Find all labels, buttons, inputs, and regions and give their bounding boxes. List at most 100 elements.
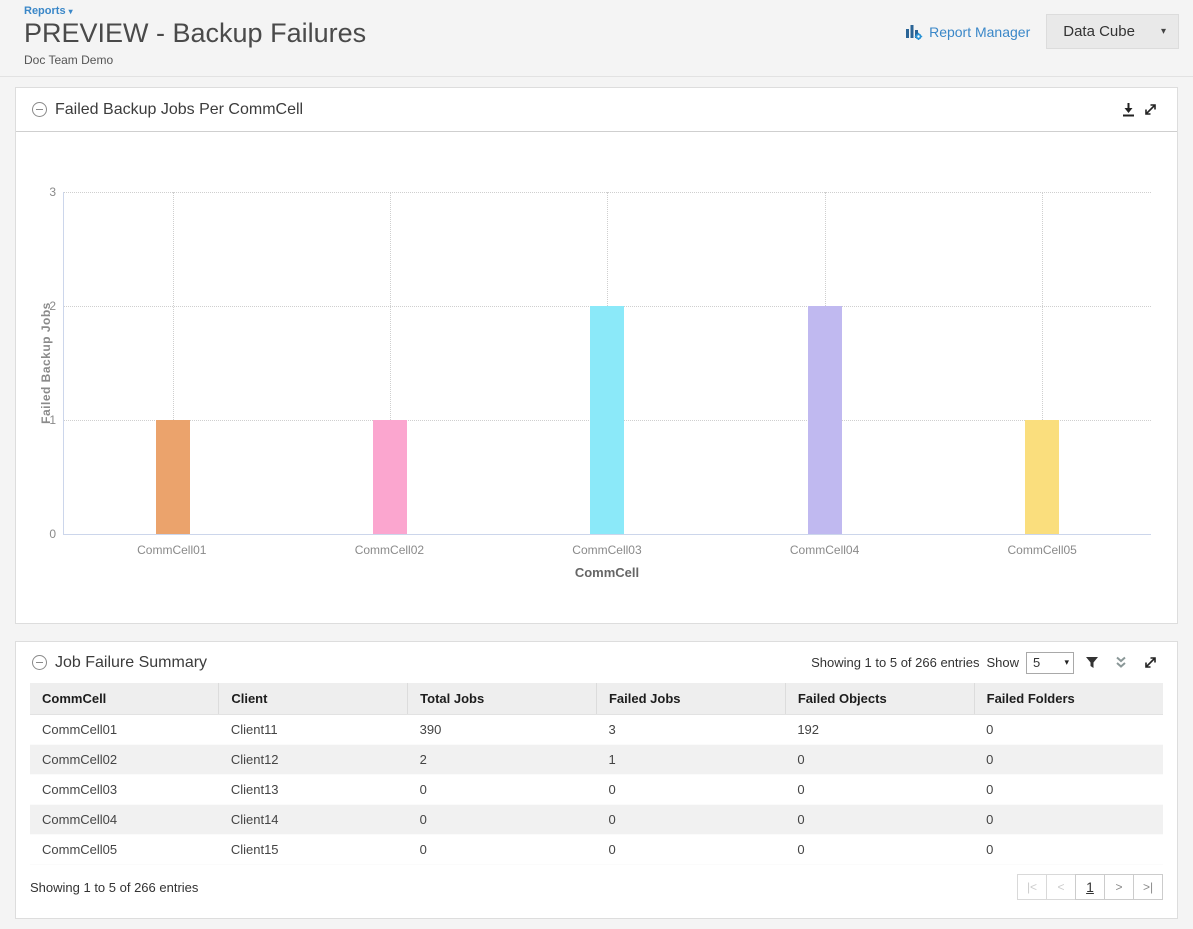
header-actions: Report Manager Data Cube ▾ bbox=[905, 14, 1179, 49]
chart-panel: Failed Backup Jobs Per CommCell Failed B… bbox=[15, 87, 1178, 624]
prev-page-button[interactable]: < bbox=[1046, 874, 1076, 900]
last-page-button[interactable]: >| bbox=[1133, 874, 1163, 900]
table-footer: Showing 1 to 5 of 266 entries |< < 1 > >… bbox=[16, 865, 1177, 900]
table-cell: CommCell04 bbox=[30, 804, 219, 835]
bar-commcell01[interactable] bbox=[155, 420, 190, 534]
table-row: CommCell04 Client14 0 0 0 0 bbox=[30, 804, 1163, 835]
column-header[interactable]: Client bbox=[218, 683, 408, 715]
expand-icon bbox=[1144, 104, 1156, 115]
bar-commcell02[interactable] bbox=[373, 420, 408, 534]
table-cell: 0 bbox=[974, 804, 1163, 835]
report-manager-link[interactable]: Report Manager bbox=[905, 24, 1030, 40]
v-gridline bbox=[390, 192, 392, 534]
expand-icon bbox=[1144, 657, 1156, 668]
table-cell: 0 bbox=[974, 744, 1163, 775]
chart-column bbox=[934, 192, 1151, 534]
column-header[interactable]: Failed Folders bbox=[973, 683, 1163, 715]
table-cell: CommCell01 bbox=[30, 714, 219, 745]
table-controls: Showing 1 to 5 of 266 entries Show 5 ▾ bbox=[811, 651, 1161, 674]
v-gridline bbox=[1042, 192, 1044, 534]
x-tick-label: CommCell01 bbox=[137, 543, 207, 557]
collapse-icon[interactable] bbox=[32, 655, 47, 670]
table-cell: 390 bbox=[407, 714, 597, 745]
chevron-down-icon: ▾ bbox=[68, 7, 73, 16]
table-body: CommCell01 Client11 390 3 192 0 CommCell02 Clie… bbox=[30, 714, 1163, 865]
breadcrumb[interactable]: Reports ▾ bbox=[24, 5, 1177, 17]
table-cell: 0 bbox=[974, 834, 1163, 865]
current-page-button[interactable]: 1 bbox=[1075, 874, 1105, 900]
collapse-icon[interactable] bbox=[32, 102, 47, 117]
bar-commcell03[interactable] bbox=[590, 306, 625, 534]
y-tick-label: 2 bbox=[49, 298, 56, 313]
collapse-rows-button[interactable] bbox=[1110, 652, 1132, 674]
table-cell: 0 bbox=[407, 804, 597, 835]
data-cube-label: Data Cube bbox=[1063, 23, 1135, 40]
y-tick-label: 0 bbox=[49, 527, 56, 541]
v-gridline bbox=[172, 192, 174, 534]
table-cell: 0 bbox=[785, 804, 975, 835]
bar-commcell05[interactable] bbox=[1025, 420, 1060, 534]
chart-column bbox=[499, 192, 716, 534]
chart-panel-header: Failed Backup Jobs Per CommCell bbox=[16, 88, 1177, 132]
table-cell: 0 bbox=[785, 774, 975, 805]
table-cell: 192 bbox=[785, 714, 975, 745]
y-axis-title: Failed Backup Jobs bbox=[39, 302, 53, 424]
show-label: Show bbox=[986, 655, 1019, 670]
pagination: |< < 1 > >| bbox=[1017, 874, 1163, 900]
chart-column bbox=[281, 192, 498, 534]
chart-column bbox=[716, 192, 933, 534]
data-cube-button[interactable]: Data Cube ▾ bbox=[1046, 14, 1179, 49]
next-page-button[interactable]: > bbox=[1104, 874, 1134, 900]
table-cell: Client13 bbox=[218, 774, 408, 805]
table-cell: 0 bbox=[596, 834, 786, 865]
job-failure-summary-table: CommCell Client Total Jobs Failed Jobs Faile… bbox=[30, 683, 1163, 865]
table-row: CommCell03 Client13 0 0 0 0 bbox=[30, 774, 1163, 805]
page-size-select[interactable]: 5 ▾ bbox=[1026, 651, 1074, 674]
x-tick-label: CommCell04 bbox=[789, 543, 860, 557]
table-panel: Job Failure Summary Showing 1 to 5 of 26… bbox=[15, 641, 1178, 919]
expand-button[interactable] bbox=[1139, 99, 1161, 121]
table-cell: Client15 bbox=[218, 834, 408, 865]
expand-button[interactable] bbox=[1139, 652, 1161, 674]
first-page-button[interactable]: |< bbox=[1017, 874, 1047, 900]
filter-icon bbox=[1086, 657, 1098, 668]
chart-plot: 0 1 2 3 bbox=[49, 185, 1151, 541]
filter-button[interactable] bbox=[1081, 652, 1103, 674]
table-cell: 0 bbox=[974, 714, 1163, 745]
table-header-row: CommCell Client Total Jobs Failed Jobs Faile… bbox=[30, 683, 1163, 715]
table-cell: 3 bbox=[596, 714, 786, 745]
table-cell: 0 bbox=[785, 834, 975, 865]
double-chevron-down-icon bbox=[1116, 656, 1126, 668]
download-icon bbox=[1122, 103, 1134, 117]
column-header[interactable]: Failed Objects bbox=[784, 683, 975, 715]
table-row: CommCell05 Client15 0 0 0 0 bbox=[30, 834, 1163, 865]
x-axis-labels: CommCell01 CommCell02 CommCell03 CommCell04… bbox=[63, 543, 1151, 557]
x-axis-title: CommCell bbox=[574, 565, 640, 580]
chart-panel-title: Failed Backup Jobs Per CommCell bbox=[55, 100, 304, 118]
bar-commcell04[interactable] bbox=[807, 306, 842, 534]
table-cell: CommCell02 bbox=[30, 744, 219, 775]
page-title: PREVIEW - Backup Failures bbox=[24, 18, 367, 48]
column-header[interactable]: Failed Jobs bbox=[595, 683, 786, 715]
table-cell: 0 bbox=[596, 774, 786, 805]
table-cell: 1 bbox=[596, 744, 786, 775]
showing-entries-text: Showing 1 to 5 of 266 entries bbox=[811, 655, 980, 670]
x-tick-label: CommCell05 bbox=[1007, 543, 1077, 557]
table-cell: 0 bbox=[596, 804, 786, 835]
table-row: CommCell01 Client11 390 3 192 0 bbox=[30, 714, 1163, 745]
chart-column bbox=[64, 192, 281, 534]
column-header[interactable]: CommCell bbox=[30, 683, 219, 715]
download-button[interactable] bbox=[1117, 99, 1139, 121]
footer-showing-entries-text: Showing 1 to 5 of 266 entries bbox=[30, 879, 199, 895]
table-header: CommCell Client Total Jobs Failed Jobs Faile… bbox=[30, 683, 1163, 715]
chevron-down-icon: ▾ bbox=[1160, 26, 1166, 37]
table-cell: Client11 bbox=[218, 714, 408, 745]
table-cell: Client14 bbox=[218, 804, 408, 835]
table-cell: 0 bbox=[407, 774, 597, 805]
x-tick-label: CommCell02 bbox=[354, 543, 425, 557]
table-row: CommCell02 Client12 2 1 0 0 bbox=[30, 744, 1163, 775]
x-tick-label: CommCell03 bbox=[572, 543, 642, 557]
column-header[interactable]: Total Jobs bbox=[407, 683, 597, 715]
table-panel-header: Job Failure Summary Showing 1 to 5 of 26… bbox=[16, 642, 1177, 683]
